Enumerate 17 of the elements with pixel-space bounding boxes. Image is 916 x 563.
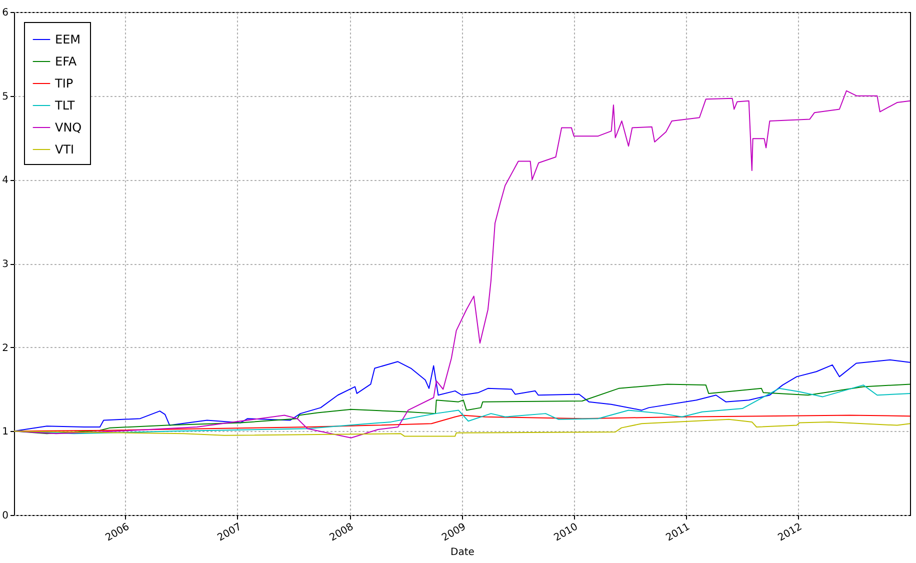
legend-label: TIP — [54, 76, 74, 90]
y-tick-label: 5 — [2, 91, 8, 102]
line-series — [14, 90, 910, 438]
legend-label: VTI — [55, 142, 74, 156]
y-tick-label: 2 — [2, 342, 8, 354]
y-tick-label: 0 — [2, 510, 8, 522]
line-series — [14, 418, 910, 437]
y-tick-label: 3 — [2, 259, 8, 270]
legend-label: EEM — [55, 32, 81, 46]
line-series — [14, 359, 910, 432]
legend-label: VNQ — [55, 120, 82, 134]
y-tick-label: 4 — [2, 175, 8, 186]
y-tick-label: 6 — [2, 8, 8, 18]
x-axis-title: Date — [450, 546, 474, 558]
legend-label: EFA — [55, 54, 78, 68]
y-tick-label: 1 — [2, 426, 8, 438]
legend-label: TLT — [54, 98, 76, 112]
